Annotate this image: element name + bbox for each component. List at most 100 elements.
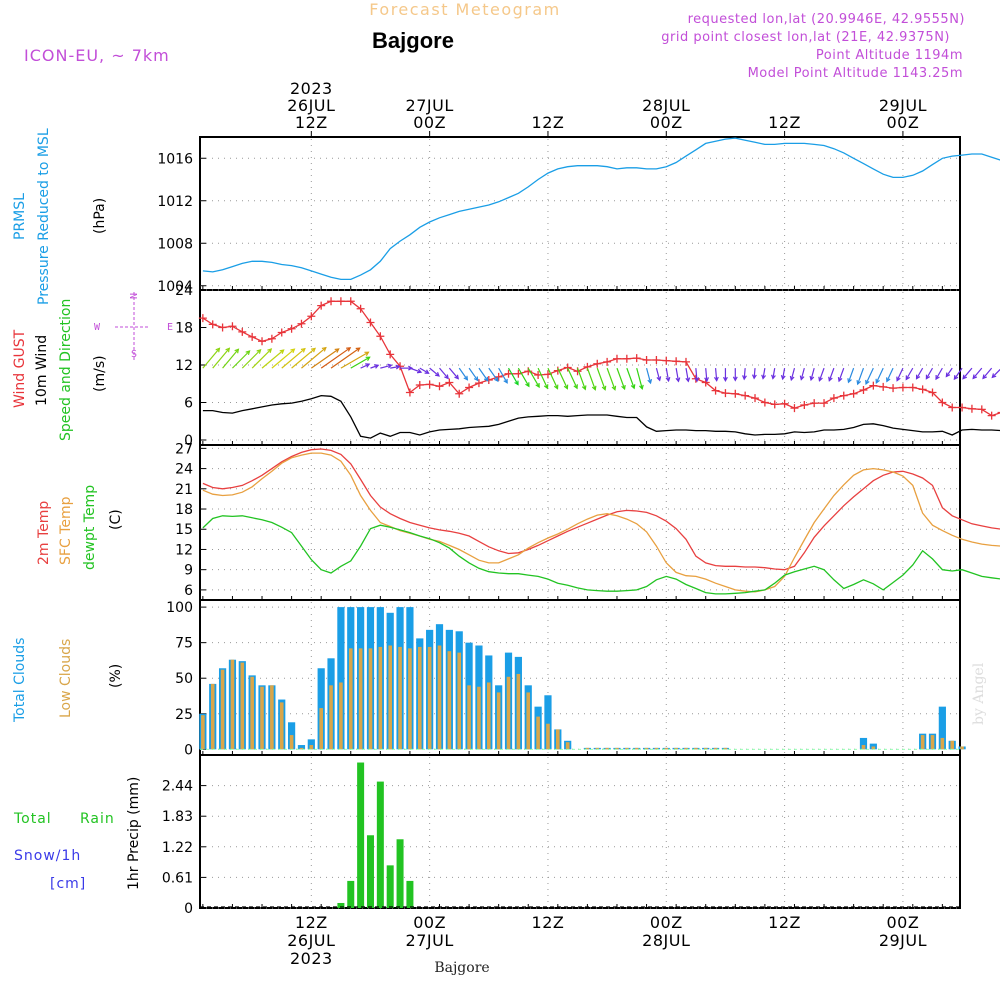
gust-marker bbox=[218, 323, 227, 332]
low-cloud-bar bbox=[447, 651, 452, 750]
gust-marker bbox=[898, 383, 907, 392]
wind-arrow bbox=[527, 367, 540, 388]
wind-arrowhead bbox=[573, 384, 578, 390]
wind-arrowhead bbox=[865, 379, 870, 386]
low-cloud-bar bbox=[487, 682, 491, 750]
pressure-label-msl: Pressure Reduced to MSL bbox=[36, 128, 52, 305]
low-cloud-bar bbox=[565, 742, 570, 750]
wind-arrowhead bbox=[647, 378, 653, 385]
gust-marker bbox=[327, 297, 336, 306]
wind-arrow bbox=[409, 367, 422, 373]
wind-arrow bbox=[212, 347, 230, 369]
wind-gust-label: Wind GUST bbox=[12, 329, 28, 408]
gust-marker bbox=[967, 404, 976, 413]
gust-marker bbox=[425, 380, 434, 389]
wind-arrow bbox=[439, 367, 449, 379]
grid-point-coords: grid point closest lon,lat (21E, 42.9375… bbox=[661, 30, 950, 45]
wind-arrowhead bbox=[279, 349, 285, 354]
low-clouds-label: Low Clouds bbox=[58, 639, 74, 718]
wind-arrow bbox=[753, 368, 756, 379]
precip-rain-label: Rain bbox=[80, 811, 115, 827]
wind-arrowhead bbox=[483, 376, 489, 382]
wind-arrowhead bbox=[503, 378, 508, 384]
y-tick-label: 0 bbox=[184, 742, 193, 758]
y-tick-label: 25 bbox=[175, 707, 193, 723]
wind-arrow bbox=[838, 367, 845, 382]
gust-marker bbox=[376, 332, 385, 341]
y-tick-label: 18 bbox=[175, 502, 193, 518]
wind-arrowhead bbox=[611, 385, 617, 391]
wind-arrowhead bbox=[321, 346, 327, 352]
wind-arrowhead bbox=[982, 374, 987, 380]
series-line-wind-gust bbox=[202, 300, 1000, 417]
y-tick-label: 0 bbox=[184, 901, 193, 917]
y-tick-label: 12 bbox=[175, 542, 193, 558]
low-cloud-bar bbox=[713, 747, 718, 750]
gust-marker bbox=[346, 297, 355, 306]
wind-arrow bbox=[517, 367, 530, 387]
low-cloud-bar bbox=[546, 723, 550, 750]
low-cloud-bar bbox=[437, 645, 442, 750]
gust-marker bbox=[810, 399, 819, 408]
point-altitude: Point Altitude 1194m bbox=[816, 48, 963, 63]
wind-arrow bbox=[743, 368, 746, 380]
wind-arrow bbox=[606, 367, 616, 390]
wind-arrow bbox=[448, 367, 459, 380]
low-cloud-bar bbox=[595, 747, 600, 750]
gust-marker bbox=[928, 388, 937, 397]
low-cloud-bar bbox=[250, 676, 254, 750]
y-tick-label: 24 bbox=[175, 283, 193, 299]
wind-arrowhead bbox=[732, 376, 738, 382]
low-cloud-bar bbox=[329, 685, 333, 750]
y-tick-label: 0.61 bbox=[162, 870, 193, 886]
panel-1: 0 6 12 18 24 bbox=[175, 283, 1000, 449]
wind-arrow bbox=[340, 351, 369, 369]
wind-arrowhead bbox=[962, 374, 968, 380]
time-label-bottom: 26JUL bbox=[287, 931, 335, 950]
gust-marker bbox=[849, 389, 858, 398]
time-label-bottom: 12Z bbox=[295, 913, 328, 932]
wind-arrow bbox=[925, 367, 934, 379]
series-line-10m-wind bbox=[202, 394, 1000, 439]
wind-arrowhead bbox=[837, 377, 843, 383]
low-cloud-bar bbox=[703, 747, 708, 750]
time-label-top: 00Z bbox=[650, 113, 683, 132]
low-cloud-bar bbox=[644, 747, 649, 750]
time-label-bottom: 12Z bbox=[532, 913, 565, 932]
wind-arrowhead bbox=[886, 377, 891, 383]
wind-arrowhead bbox=[771, 374, 776, 380]
compass-south: S bbox=[131, 349, 137, 360]
wind-arrow bbox=[261, 349, 285, 369]
wind-arrow bbox=[865, 367, 874, 385]
time-label-top: 28JUL bbox=[642, 96, 690, 115]
low-cloud-bar bbox=[526, 692, 531, 750]
low-cloud-bar bbox=[506, 676, 511, 750]
wind-arrowhead bbox=[300, 347, 306, 353]
wind-arrow bbox=[241, 349, 261, 369]
wind-arrowhead bbox=[713, 376, 719, 382]
requested-coords: requested lon,lat (20.9946E, 42.9555N) bbox=[688, 12, 965, 27]
low-cloud-bar bbox=[417, 646, 422, 750]
wind-arrow bbox=[310, 348, 340, 369]
wind-arrow bbox=[488, 367, 499, 382]
low-cloud-bar bbox=[339, 682, 343, 750]
rain-bar bbox=[347, 880, 355, 908]
gust-marker bbox=[297, 319, 306, 328]
gust-marker bbox=[445, 378, 454, 387]
wind-arrow bbox=[429, 367, 440, 377]
low-cloud-bar bbox=[270, 685, 274, 750]
wind-arrow bbox=[596, 367, 606, 390]
gust-marker bbox=[938, 398, 947, 407]
gust-marker bbox=[829, 394, 838, 403]
wind-arrowhead bbox=[234, 348, 240, 354]
low-cloud-bar bbox=[378, 646, 383, 750]
wind-arrowhead bbox=[630, 384, 636, 390]
wind-arrow bbox=[945, 367, 953, 377]
wind-arrow bbox=[962, 367, 973, 380]
gust-marker bbox=[948, 403, 957, 412]
low-cloud-bar bbox=[240, 662, 245, 750]
panel-frame bbox=[199, 599, 961, 756]
low-cloud-bar bbox=[427, 646, 432, 750]
wind-compass-icon: N S W E bbox=[94, 292, 173, 360]
